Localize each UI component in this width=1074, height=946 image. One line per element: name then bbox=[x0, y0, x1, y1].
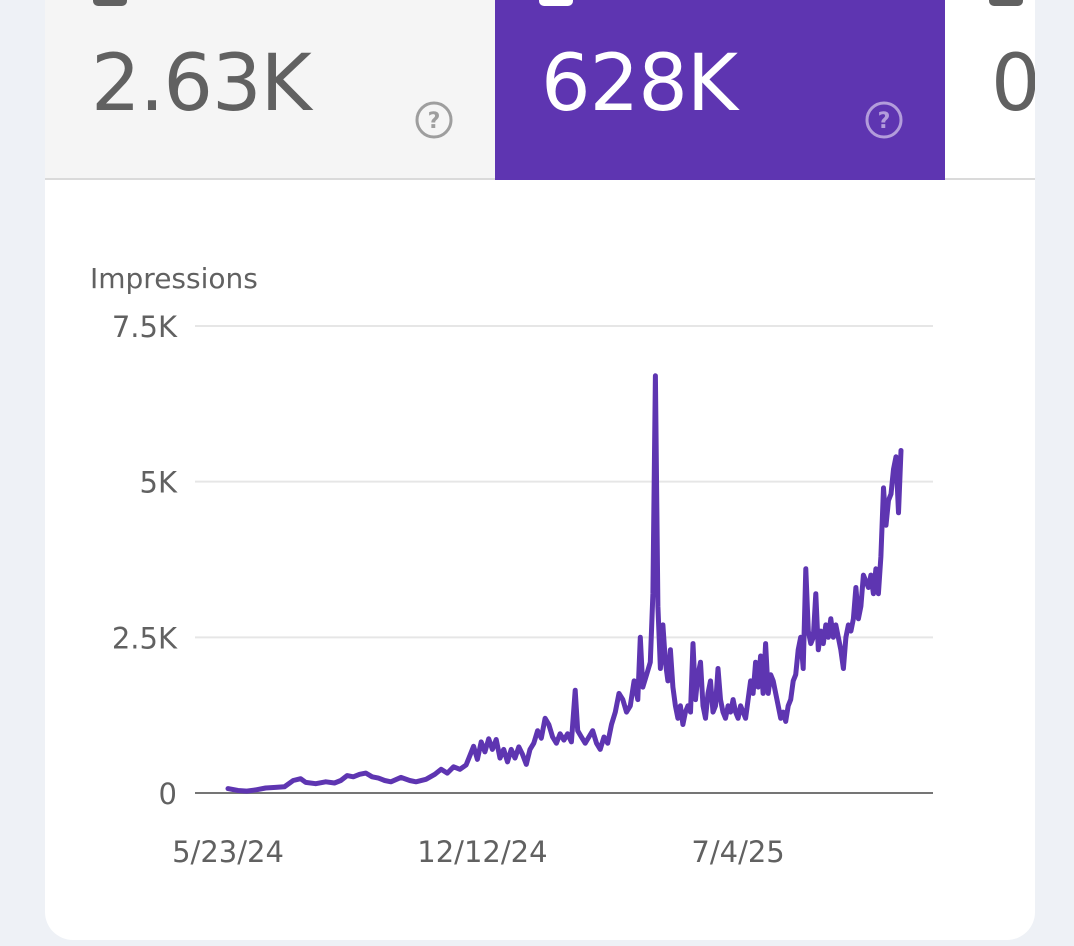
y-axis-label: Impressions bbox=[90, 262, 258, 295]
y-tick-label: 5K bbox=[140, 466, 178, 500]
y-tick-label: 0 bbox=[159, 777, 177, 811]
impressions-line-chart: Impressions 0 2.5K 5K 7.5K 5/23/24 12/12/24 7… bbox=[90, 262, 933, 869]
x-tick-label: 5/23/24 bbox=[172, 835, 284, 869]
total-impressions-tile[interactable]: 628K ? bbox=[495, 0, 945, 180]
x-tick-label: 7/4/25 bbox=[691, 835, 784, 869]
ctr-checkbox[interactable] bbox=[989, 0, 1023, 6]
total-clicks-value: 2.63K bbox=[91, 39, 312, 129]
svg-text:?: ? bbox=[878, 109, 891, 134]
average-ctr-tile[interactable]: 0 bbox=[945, 0, 1035, 180]
help-circle-icon[interactable]: ? bbox=[864, 100, 904, 140]
total-clicks-tile[interactable]: 2.63K ? bbox=[45, 0, 495, 180]
y-tick-label: 7.5K bbox=[112, 310, 178, 344]
performance-card: 2.63K ? 628K ? 0 Impressions 0 2.5K 5K 7.5K… bbox=[45, 0, 1035, 940]
help-circle-icon[interactable]: ? bbox=[414, 100, 454, 140]
y-tick-label: 2.5K bbox=[112, 621, 178, 655]
total-impressions-value: 628K bbox=[541, 39, 738, 129]
x-tick-label: 12/12/24 bbox=[417, 835, 547, 869]
impressions-series-line bbox=[225, 373, 904, 794]
average-ctr-value: 0 bbox=[991, 39, 1035, 129]
impressions-checkbox[interactable] bbox=[539, 0, 573, 6]
svg-text:?: ? bbox=[428, 109, 441, 134]
clicks-checkbox[interactable] bbox=[93, 0, 127, 6]
